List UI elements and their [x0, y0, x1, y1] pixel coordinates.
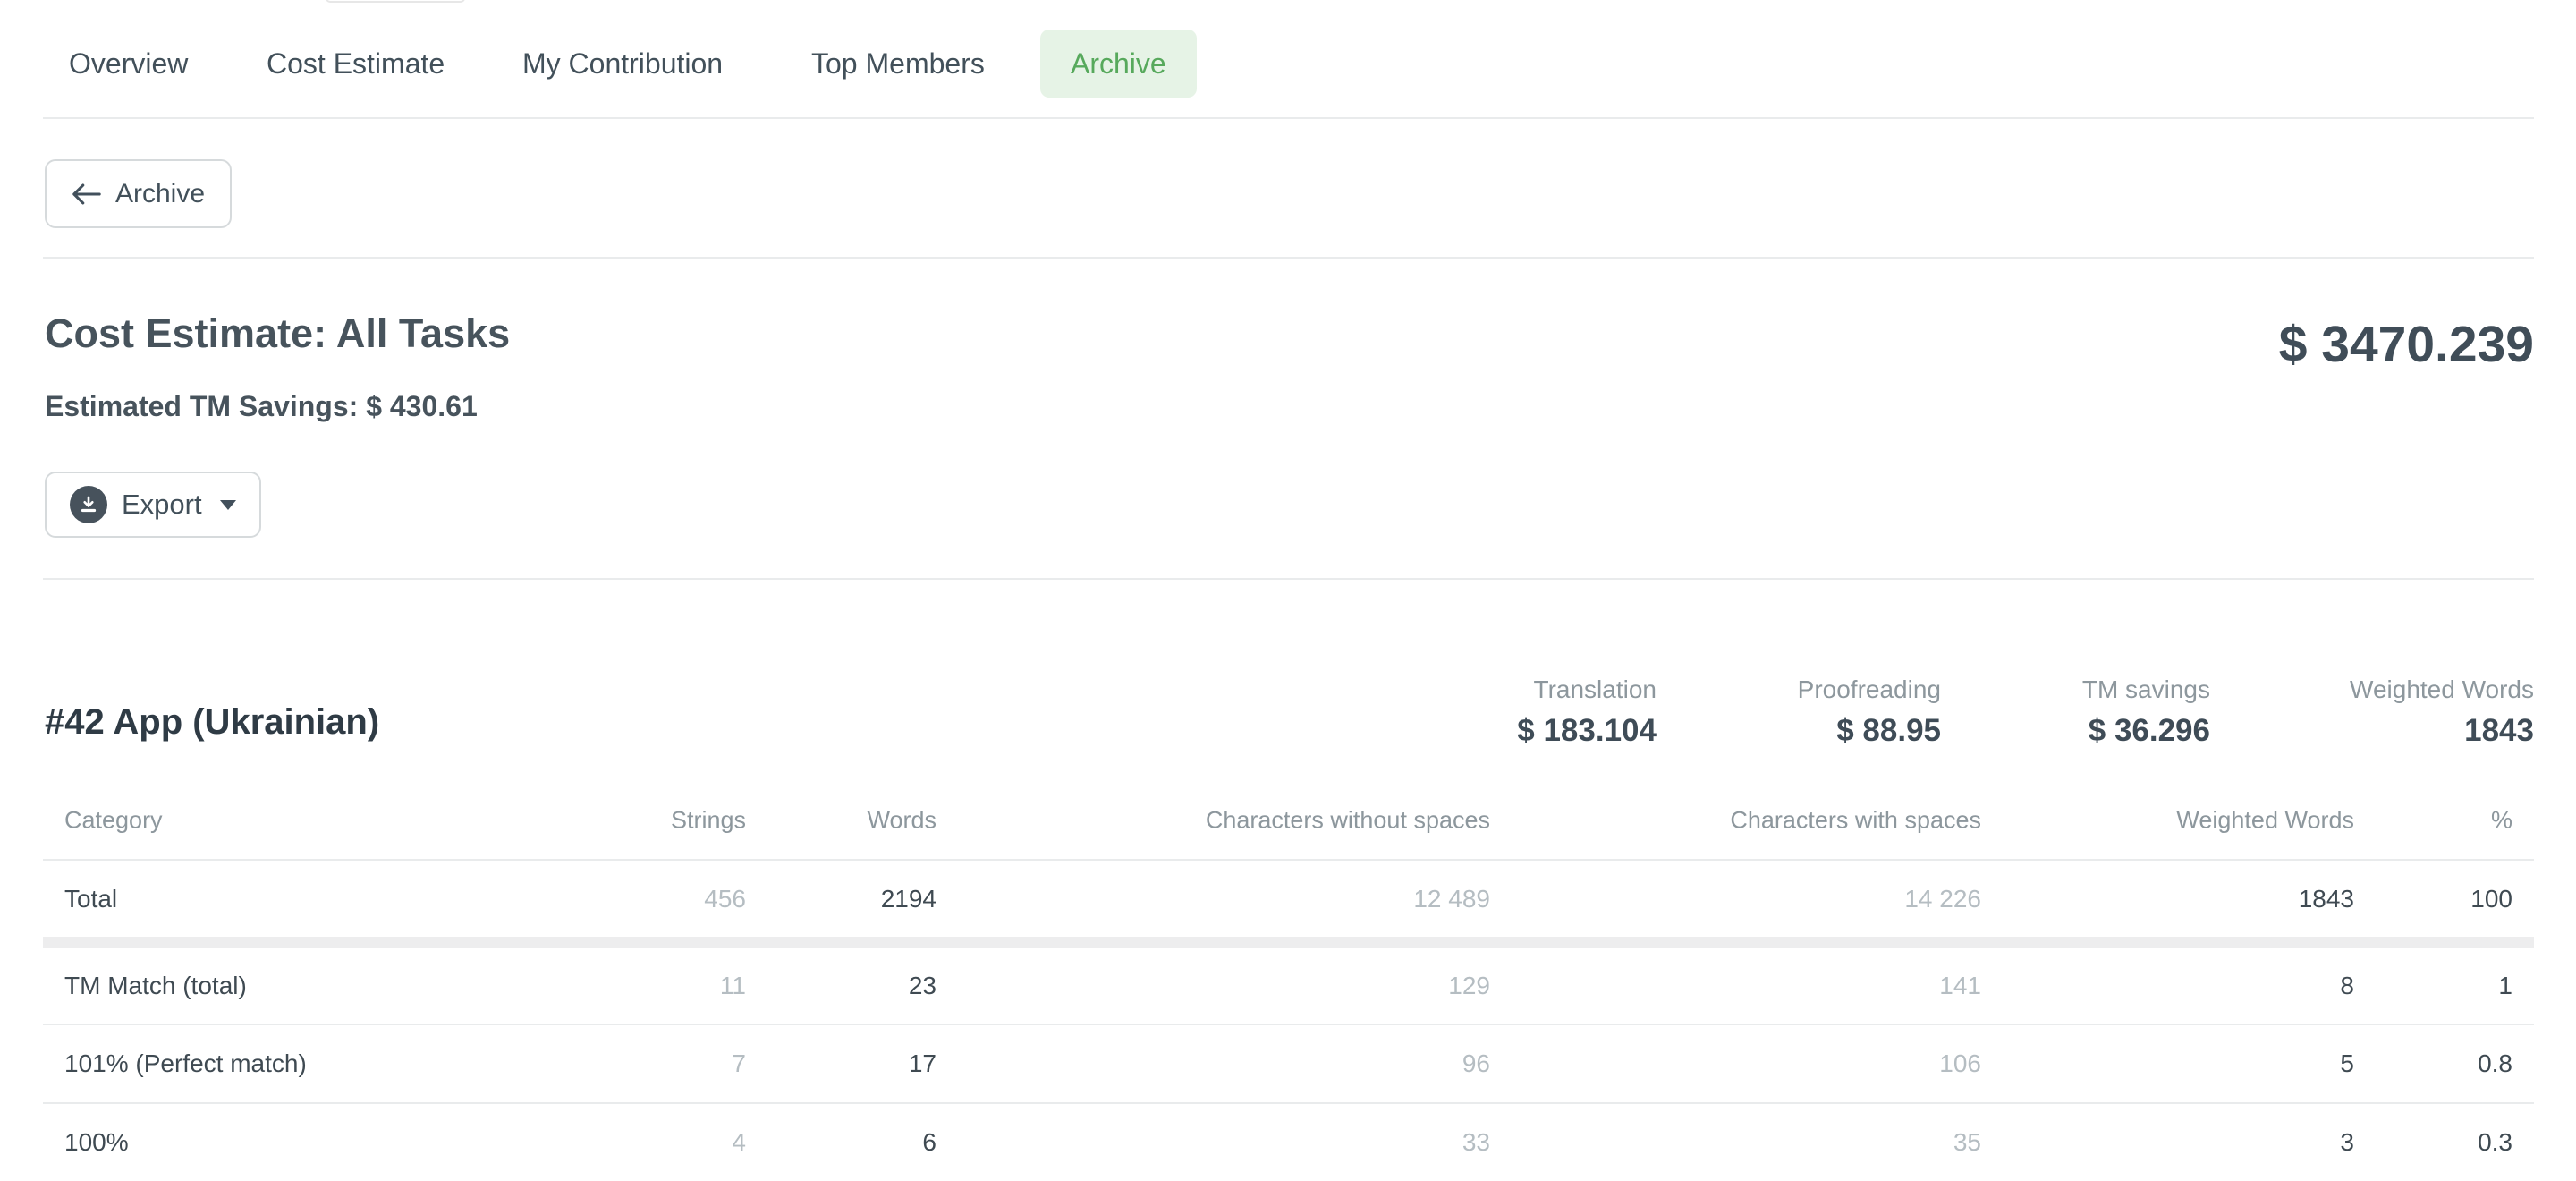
export-button[interactable]: Export [45, 472, 261, 538]
cell-words: 23 [908, 972, 936, 999]
table-row: Total 456 2194 12 489 14 226 1843 100 [0, 861, 2576, 937]
header-strings: Strings [670, 806, 746, 834]
tab-top-members[interactable]: Top Members [811, 47, 985, 80]
stat-value: 1843 [2464, 713, 2534, 748]
total-cost-value: $ 3470.239 [2278, 316, 2534, 373]
tab-my-contribution[interactable]: My Contribution [522, 47, 724, 80]
stat-tm-savings: TM savings $ 36.296 [2082, 673, 2210, 752]
tab-archive[interactable]: Archive [1040, 30, 1197, 98]
divider-under-back-button [43, 257, 2534, 259]
archive-back-label: Archive [114, 178, 206, 208]
archive-back-button[interactable]: Archive [45, 159, 232, 228]
cell-strings: 4 [732, 1128, 746, 1156]
total-separator-band [43, 937, 2534, 948]
stat-proofreading: Proofreading $ 88.95 [1798, 673, 1941, 752]
stat-weighted-words: Weighted Words 1843 [2350, 673, 2534, 752]
cell-strings: 456 [704, 884, 746, 913]
cell-chars-with: 35 [1953, 1128, 1981, 1156]
export-label: Export [122, 489, 202, 520]
tab-overview[interactable]: Overview [69, 47, 189, 80]
tab-cost-estimate[interactable]: Cost Estimate [267, 47, 445, 80]
cell-words: 17 [908, 1049, 936, 1077]
cell-category: TM Match (total) [64, 972, 247, 999]
cutoff-popover-edge [326, 0, 465, 3]
cell-weighted-words: 8 [2340, 972, 2354, 999]
header-chars-with: Characters with spaces [1730, 806, 1981, 834]
stat-translation: Translation $ 183.104 [1517, 673, 1657, 752]
tm-savings-line: Estimated TM Savings: $ 430.61 [45, 390, 478, 422]
cell-chars-with: 14 226 [1904, 884, 1981, 913]
table-header-row: Category Strings Words Characters withou… [0, 790, 2576, 851]
cell-chars-without: 129 [1448, 972, 1490, 999]
cell-weighted-words: 3 [2340, 1128, 2354, 1156]
table-header-divider [43, 859, 2534, 861]
row-divider [43, 1102, 2534, 1104]
cell-strings: 7 [732, 1049, 746, 1077]
cell-category: Total [64, 884, 118, 913]
cell-percent: 0.3 [2478, 1128, 2512, 1156]
table-row: 100% 4 6 33 35 3 0.3 [0, 1104, 2576, 1181]
cell-chars-without: 33 [1462, 1128, 1490, 1156]
cell-percent: 1 [2498, 972, 2512, 999]
row-divider [43, 1024, 2534, 1025]
table-row: TM Match (total) 11 23 129 141 8 1 [0, 948, 2576, 1024]
cell-words: 6 [922, 1128, 936, 1156]
cell-words: 2194 [880, 884, 936, 913]
stat-value: $ 183.104 [1517, 713, 1657, 748]
page-title: Cost Estimate: All Tasks [45, 310, 511, 356]
header-category: Category [64, 806, 163, 834]
arrow-left-icon [72, 183, 102, 206]
cell-percent: 100 [2470, 884, 2512, 913]
cell-category: 101% (Perfect match) [64, 1049, 307, 1077]
table-row: 101% (Perfect match) 7 17 96 106 5 0.8 [0, 1025, 2576, 1102]
cell-weighted-words: 1843 [2298, 884, 2354, 913]
stat-value: $ 88.95 [1836, 713, 1941, 748]
cell-chars-with: 141 [1939, 972, 1981, 999]
stat-label: Weighted Words [2350, 675, 2534, 703]
cell-chars-with: 106 [1939, 1049, 1981, 1077]
cell-percent: 0.8 [2478, 1049, 2512, 1077]
header-words: Words [867, 806, 936, 834]
header-percent: % [2490, 806, 2512, 834]
chevron-down-icon [219, 499, 236, 510]
header-chars-without: Characters without spaces [1205, 806, 1490, 834]
section-title: #42 App (Ukrainian) [45, 702, 380, 742]
divider-under-tabs [43, 117, 2534, 119]
cell-chars-without: 96 [1462, 1049, 1490, 1077]
cell-strings: 11 [719, 972, 746, 999]
cell-weighted-words: 5 [2340, 1049, 2354, 1077]
stat-label: Proofreading [1797, 675, 1941, 703]
cell-chars-without: 12 489 [1413, 884, 1490, 913]
download-circle-icon [70, 486, 107, 523]
cell-category: 100% [64, 1128, 129, 1156]
header-weighted-words: Weighted Words [2176, 806, 2354, 834]
stat-label: Translation [1533, 675, 1657, 703]
stat-label: TM savings [2081, 675, 2210, 703]
stat-value: $ 36.296 [2088, 713, 2210, 748]
divider-under-export [43, 578, 2534, 580]
